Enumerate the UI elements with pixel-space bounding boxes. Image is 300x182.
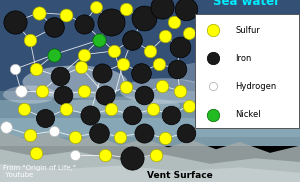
Point [73,135,77,138]
Point [160,84,164,87]
Point [109,20,113,23]
Ellipse shape [120,78,210,104]
Point [103,153,107,156]
Point [211,113,215,116]
Polygon shape [0,149,300,182]
Point [169,113,173,116]
Text: From "Origin of Life,"
 Youtube: From "Origin of Life," Youtube [3,165,76,178]
Point [142,93,146,96]
Bar [0,118,300,146]
Polygon shape [0,164,300,182]
Point [4,126,8,129]
Point [82,53,86,56]
Point [142,17,146,20]
Point [97,39,101,41]
Point [94,6,98,9]
Point [100,71,104,74]
Point [82,22,86,25]
Point [175,68,179,71]
Point [52,53,56,56]
Point [124,8,128,11]
Point [64,108,68,111]
Text: Iron: Iron [236,54,252,63]
Point [118,135,122,138]
Point [13,68,17,71]
Point [211,85,215,88]
Point [64,13,68,16]
Point [34,68,38,71]
Point [121,62,125,65]
Point [112,50,116,52]
Point [88,113,92,116]
Ellipse shape [3,86,57,104]
Point [34,151,38,154]
Point [52,130,56,132]
Bar [0,91,300,118]
Point [22,108,26,111]
Point [40,90,44,92]
Point [97,131,101,134]
Point [139,71,143,74]
Ellipse shape [60,96,180,115]
Point [13,20,17,23]
Point [43,117,47,120]
Point [142,131,146,134]
Point [148,50,152,52]
Point [52,26,56,29]
Point [160,6,164,9]
Point [172,20,176,23]
Point [109,108,113,111]
Text: Sea water: Sea water [213,0,280,8]
Point [58,75,62,78]
Point [61,93,65,96]
Point [163,137,167,140]
Point [187,31,191,34]
Point [124,86,128,89]
Point [28,133,32,136]
Point [130,113,134,116]
Point [184,131,188,134]
Point [103,93,107,96]
Ellipse shape [172,62,248,84]
Polygon shape [0,131,300,182]
Point [211,29,215,31]
Text: Vent Surface: Vent Surface [147,171,213,180]
Point [37,11,41,14]
Point [178,46,182,49]
Point [157,62,161,65]
Text: Sulfur: Sulfur [236,26,260,35]
Point [79,66,83,69]
Point [73,153,77,156]
Point [211,57,215,60]
Point [130,39,134,41]
Point [151,108,155,111]
Point [178,90,182,92]
Text: Nickel: Nickel [236,110,261,119]
Point [82,90,86,92]
Point [184,8,188,11]
Point [187,104,191,107]
Bar [0,0,300,100]
FancyBboxPatch shape [195,14,298,128]
Point [28,39,32,41]
Point [130,157,134,160]
Ellipse shape [22,66,128,98]
Point [163,35,167,38]
Point [19,90,23,92]
Bar [0,100,300,136]
Text: Hydrogen: Hydrogen [236,82,277,91]
Point [154,153,158,156]
